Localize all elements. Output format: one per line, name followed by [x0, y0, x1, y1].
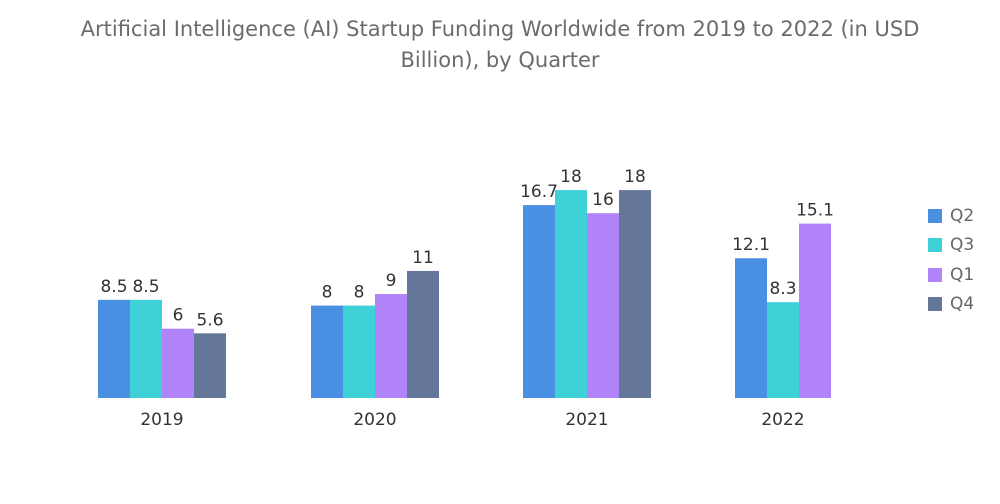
legend-swatch-q1	[928, 267, 942, 282]
legend-label-q2: Q2	[950, 205, 975, 226]
data-label-q1-2022: 15.1	[796, 201, 834, 221]
chart-title-line-2: Billion), by Quarter	[400, 48, 600, 72]
data-label-q2-2019: 8.5	[100, 277, 127, 297]
bar-q1-2022	[799, 223, 831, 398]
data-label-q2-2021: 16.7	[520, 182, 558, 202]
bar-q3-2019	[130, 299, 162, 398]
data-label-q4-2019: 5.6	[196, 310, 223, 330]
legend-label-q4: Q4	[950, 294, 975, 315]
bar-q2-2019	[98, 299, 130, 398]
x-tick-label-2022: 2022	[761, 410, 804, 430]
bar-q2-2020	[311, 305, 343, 398]
data-label-q2-2020: 8	[322, 283, 333, 303]
bar-q3-2022	[767, 302, 799, 398]
data-label-q1-2020: 9	[386, 271, 397, 291]
legend-item-q3: Q3	[928, 231, 974, 261]
x-tick-label-2019: 2019	[140, 410, 183, 430]
bar-q3-2020	[343, 305, 375, 398]
bar-q1-2019	[162, 328, 194, 398]
data-label-q1-2019: 6	[173, 306, 184, 326]
legend-item-q1: Q1	[928, 260, 974, 290]
data-label-q3-2019: 8.5	[132, 277, 159, 297]
bar-q4-2020	[407, 270, 439, 398]
chart-title-line-1: Artificial Intelligence (AI) Startup Fun…	[80, 17, 920, 41]
chart-legend: Q2 Q3 Q1 Q4	[928, 201, 974, 319]
x-tick-label-2020: 2020	[353, 410, 396, 430]
bar-q1-2020	[375, 294, 407, 398]
data-label-q4-2021: 18	[624, 167, 646, 187]
legend-swatch-q4	[928, 297, 942, 312]
bar-q4-2019	[194, 333, 226, 398]
data-label-q4-2020: 11	[412, 248, 434, 268]
data-label-q3-2020: 8	[354, 283, 365, 303]
legend-label-q3: Q3	[950, 235, 975, 256]
chart-title: Artificial Intelligence (AI) Startup Fun…	[40, 14, 960, 76]
data-label-q3-2021: 18	[560, 167, 582, 187]
x-tick-label-2021: 2021	[565, 410, 608, 430]
legend-swatch-q2	[928, 208, 942, 223]
legend-label-q1: Q1	[950, 264, 975, 285]
data-label-q1-2021: 16	[592, 190, 614, 210]
bar-q2-2021	[523, 205, 555, 398]
data-label-q2-2022: 12.1	[732, 235, 770, 255]
data-label-q3-2022: 8.3	[769, 279, 796, 299]
legend-item-q2: Q2	[928, 201, 974, 231]
bar-q1-2021	[587, 213, 619, 398]
bar-q3-2021	[555, 190, 587, 398]
legend-swatch-q3	[928, 238, 942, 253]
bar-q4-2021	[619, 190, 651, 398]
legend-item-q4: Q4	[928, 290, 974, 320]
bar-q2-2022	[735, 258, 767, 398]
